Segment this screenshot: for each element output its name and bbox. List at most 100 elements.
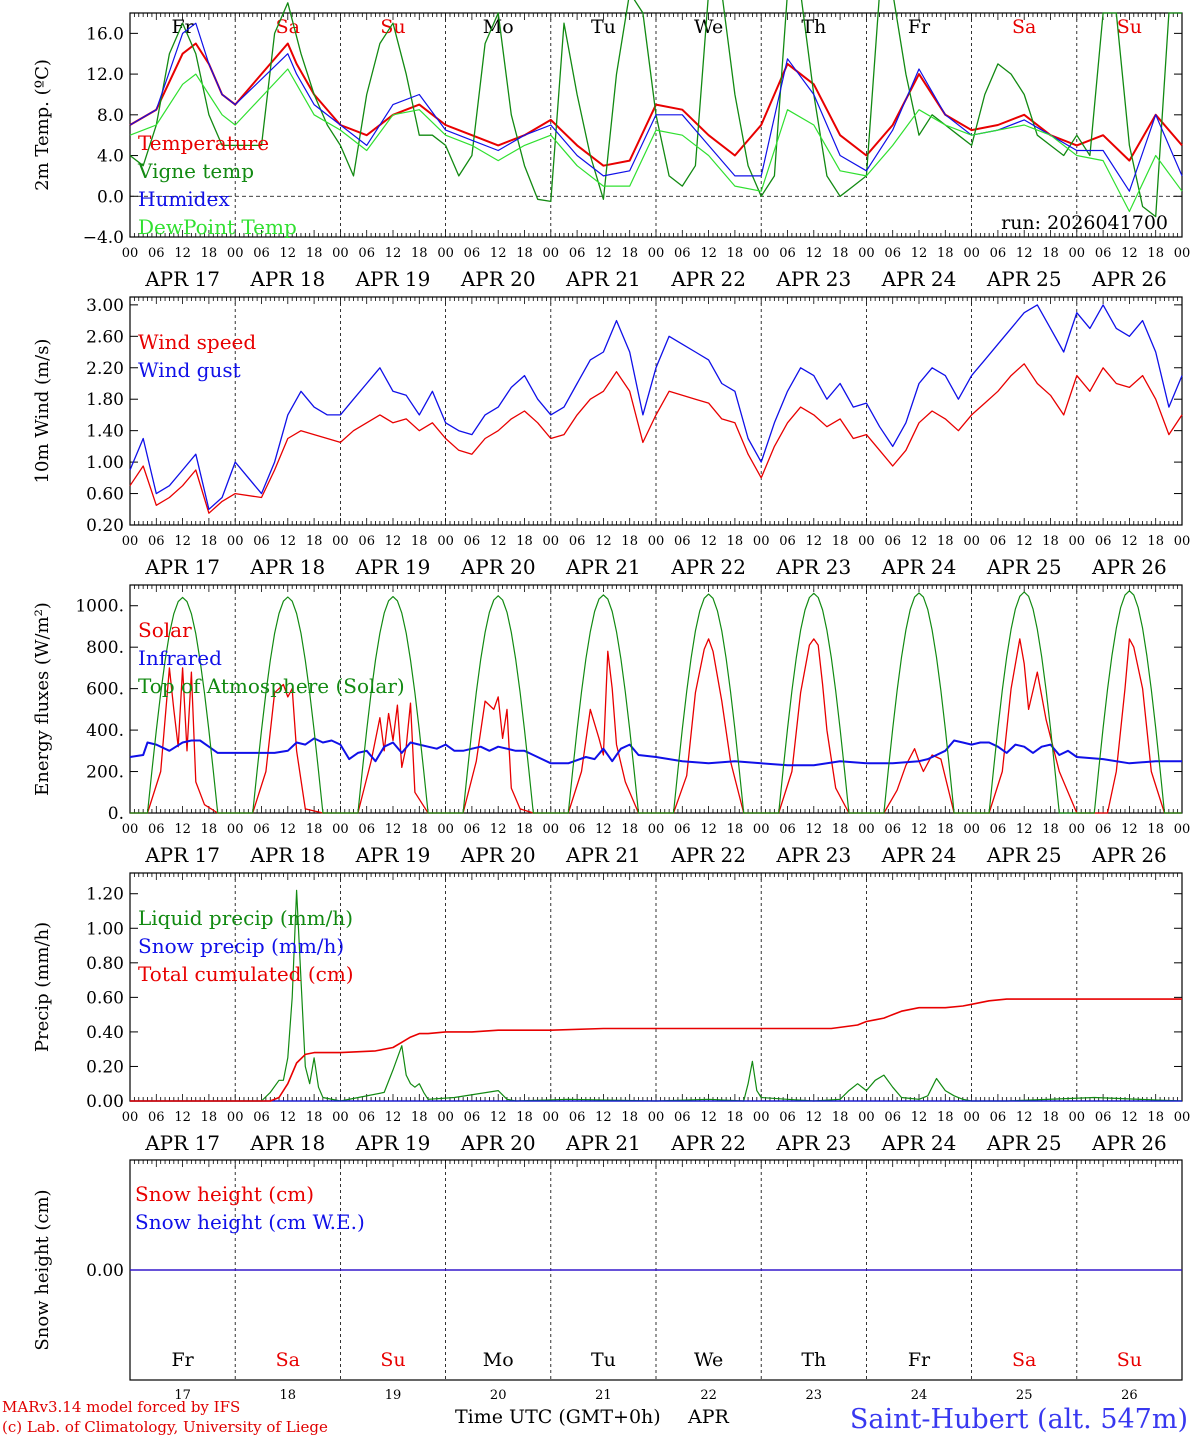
bottom-day-name: Fr — [171, 1349, 194, 1371]
x-hour-label: 12 — [595, 1110, 612, 1125]
y-tick-label: 1.80 — [86, 390, 124, 410]
y-tick-label: 0.60 — [86, 988, 124, 1008]
x-hour-label: 18 — [306, 534, 323, 549]
x-hour-label: 06 — [464, 534, 481, 549]
x-hour-label: 06 — [884, 534, 901, 549]
series-line — [130, 889, 1183, 1102]
bottom-day-number: 23 — [806, 1388, 823, 1403]
y-axis-label: Precip (mm/h) — [32, 922, 53, 1052]
x-hour-label: 00 — [227, 246, 244, 261]
y-tick-label: 2.60 — [86, 327, 124, 347]
bottom-day-name: Mo — [483, 1349, 514, 1371]
y-tick-label: 1.40 — [86, 422, 124, 442]
x-hour-label: 00 — [332, 246, 349, 261]
x-hour-label: 06 — [358, 1110, 375, 1125]
y-tick-label: 0.20 — [86, 516, 124, 536]
x-hour-label: 00 — [858, 822, 875, 837]
x-hour-label: 06 — [779, 246, 796, 261]
x-hour-label: 00 — [1174, 246, 1191, 261]
y-tick-label: 400. — [86, 721, 124, 741]
x-hour-label: 12 — [911, 246, 928, 261]
x-hour-label: 00 — [122, 822, 139, 837]
legend-entry: Humidex — [138, 187, 230, 211]
y-tick-label: 1.20 — [86, 885, 124, 905]
x-date-label: APR 22 — [670, 843, 746, 867]
x-date-label: APR 26 — [1091, 1131, 1167, 1155]
x-hour-label: 00 — [858, 246, 875, 261]
legend-entry: Vigne temp — [137, 159, 254, 183]
legend-entry: Top of Atmosphere (Solar) — [138, 674, 405, 698]
series-line — [130, 998, 1182, 1102]
x-date-label: APR 17 — [144, 267, 220, 291]
x-hour-label: 06 — [569, 534, 586, 549]
x-hour-label: 12 — [1121, 534, 1138, 549]
y-tick-label: 0.0 — [97, 187, 124, 207]
x-hour-label: 00 — [963, 246, 980, 261]
x-hour-label: 00 — [858, 1110, 875, 1125]
y-axis-label: 2m Temp. (ºC) — [32, 59, 53, 191]
x-date-label: APR 19 — [355, 843, 431, 867]
x-hour-label: 00 — [963, 1110, 980, 1125]
y-tick-label: 8.0 — [97, 106, 124, 126]
x-hour-label: 06 — [990, 1110, 1007, 1125]
x-hour-label: 18 — [937, 534, 954, 549]
x-hour-label: 18 — [621, 246, 638, 261]
x-hour-label: 00 — [963, 534, 980, 549]
bottom-day-number: 24 — [911, 1388, 928, 1403]
x-hour-label: 00 — [1069, 822, 1086, 837]
x-hour-label: 12 — [490, 822, 507, 837]
legend-entry: Total cumulated (cm) — [138, 962, 354, 986]
panel-4: 0.00 0.20 0.40 0.60 0.80 1.00 1.20 Precip (mm/h… — [32, 872, 1190, 1155]
x-hour-label: 12 — [280, 1110, 297, 1125]
station-name: Saint-Hubert (alt. 547m) — [850, 1404, 1188, 1435]
x-hour-label: 00 — [753, 534, 770, 549]
x-hour-label: 18 — [621, 1110, 638, 1125]
bottom-day-name: Sa — [276, 1349, 300, 1371]
x-hour-label: 12 — [700, 822, 717, 837]
x-hour-label: 12 — [911, 534, 928, 549]
x-hour-label: 00 — [543, 822, 560, 837]
x-hour-label: 00 — [648, 246, 665, 261]
x-hour-label: 06 — [1095, 246, 1112, 261]
x-hour-label: 06 — [1095, 534, 1112, 549]
chart-panels: −4.0 0.0 4.0 8.0 12.0 16.0 2m Temp. (ºC) 00 06 12… — [32, 0, 1191, 1381]
x-hour-label: 12 — [1121, 246, 1138, 261]
day-name-label: Tu — [591, 16, 616, 38]
x-hour-label: 00 — [543, 1110, 560, 1125]
x-hour-label: 12 — [385, 534, 402, 549]
x-hour-label: 06 — [569, 246, 586, 261]
x-hour-label: 18 — [937, 246, 954, 261]
x-hour-label: 18 — [727, 534, 744, 549]
x-hour-label: 06 — [358, 534, 375, 549]
series-line — [130, 638, 1182, 814]
x-hour-label: 06 — [464, 1110, 481, 1125]
series-line — [129, 737, 1182, 767]
x-hour-label: 12 — [806, 822, 823, 837]
x-date-label: APR 17 — [144, 1131, 220, 1155]
x-hour-label: 18 — [1147, 1110, 1164, 1125]
x-date-label: APR 22 — [670, 267, 746, 291]
x-hour-label: 06 — [779, 822, 796, 837]
x-hour-label: 00 — [332, 822, 349, 837]
day-name-label: Sa — [276, 16, 300, 38]
x-hour-label: 18 — [516, 1110, 533, 1125]
x-hour-label: 06 — [148, 822, 165, 837]
x-hour-label: 00 — [227, 1110, 244, 1125]
y-tick-label: 0. — [108, 804, 124, 824]
x-date-label: APR 26 — [1091, 267, 1167, 291]
x-date-label: APR 18 — [249, 555, 325, 579]
x-hour-label: 18 — [411, 246, 428, 261]
x-date-label: APR 21 — [565, 843, 641, 867]
x-hour-label: 06 — [358, 246, 375, 261]
x-hour-label: 18 — [201, 822, 218, 837]
x-hour-label: 00 — [543, 246, 560, 261]
x-hour-label: 12 — [911, 822, 928, 837]
x-hour-label: 06 — [148, 246, 165, 261]
bottom-axis-month: APR — [687, 1406, 730, 1428]
x-hour-label: 12 — [806, 534, 823, 549]
x-hour-label: 18 — [832, 822, 849, 837]
series-line — [130, 590, 1182, 814]
bottom-day-name: Fr — [908, 1349, 931, 1371]
x-hour-label: 00 — [648, 1110, 665, 1125]
